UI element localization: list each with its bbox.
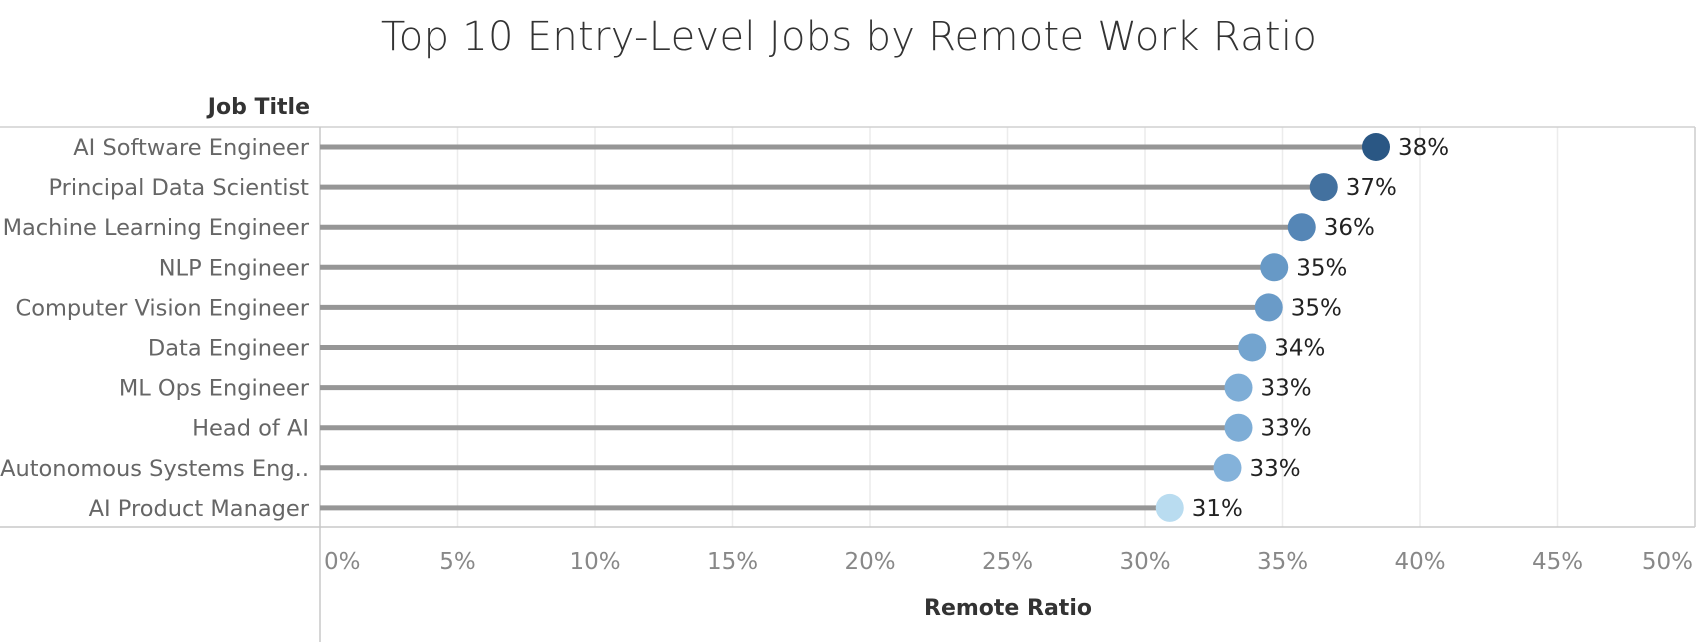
category-label: NLP Engineer — [159, 255, 310, 281]
x-axis-title: Remote Ratio — [924, 596, 1092, 621]
stems — [320, 144, 1376, 511]
x-tick-label: 5% — [439, 549, 476, 575]
x-tick-label: 0% — [324, 549, 361, 575]
lollipop-dot — [1362, 133, 1390, 161]
data-label: 36% — [1324, 215, 1375, 241]
category-label: ML Ops Engineer — [119, 376, 310, 402]
category-label: Computer Vision Engineer — [15, 295, 309, 321]
x-tick-label: 40% — [1394, 549, 1445, 575]
category-label: AI Product Manager — [89, 496, 310, 522]
lollipop-dot — [1309, 173, 1338, 202]
x-tick-label: 45% — [1532, 549, 1583, 575]
x-tick-label: 20% — [844, 549, 895, 575]
category-label: Data Engineer — [148, 336, 310, 362]
lollipop-dot — [1224, 373, 1253, 402]
data-label: 35% — [1296, 255, 1347, 281]
lollipop-dot — [1238, 333, 1267, 362]
category-label: Head of AI — [192, 416, 309, 442]
lollipop-dot — [1224, 413, 1253, 442]
data-label: 33% — [1261, 376, 1312, 402]
data-label: 35% — [1291, 295, 1342, 321]
data-labels: 38%37% 36% 35% 35% 34% 33% 33% 33% 31% — [1192, 135, 1449, 522]
category-label: Machine Learning Engineer — [3, 215, 310, 241]
category-label: Principal Data Scientist — [48, 175, 309, 201]
data-label: 38% — [1398, 135, 1449, 161]
x-tick-label: 10% — [569, 549, 620, 575]
lollipop-dot — [1213, 453, 1242, 482]
chart-title: Top 10 Entry-Level Jobs by Remote Work R… — [380, 14, 1318, 60]
y-axis-field-label: Job Title — [207, 95, 310, 120]
x-tick-label: 25% — [982, 549, 1033, 575]
x-tick-label: 30% — [1119, 549, 1170, 575]
lollipop-dot — [1287, 213, 1316, 242]
data-label: 37% — [1346, 175, 1397, 201]
data-label: 33% — [1250, 456, 1301, 482]
category-labels: AI Software Engineer Principal Data Scien… — [0, 135, 310, 522]
data-label: 33% — [1261, 416, 1312, 442]
x-tick-labels: 0% 5% 10% 15% 20% 25% 30% 35% 40% 45% 50% — [324, 549, 1693, 575]
plot-frame — [0, 126, 1696, 642]
x-tick-label: 35% — [1257, 549, 1308, 575]
lollipop-dot — [1260, 253, 1289, 282]
category-label: AI Software Engineer — [73, 135, 309, 161]
data-label: 31% — [1192, 496, 1243, 522]
x-tick-label: 15% — [707, 549, 758, 575]
lollipop-dot — [1254, 293, 1283, 322]
x-tick-label: 50% — [1642, 549, 1693, 575]
data-label: 34% — [1274, 336, 1325, 362]
gridlines — [456, 127, 1696, 527]
dots — [1155, 133, 1390, 522]
category-label: Autonomous Systems Eng.. — [0, 456, 309, 482]
lollipop-dot — [1155, 493, 1184, 522]
